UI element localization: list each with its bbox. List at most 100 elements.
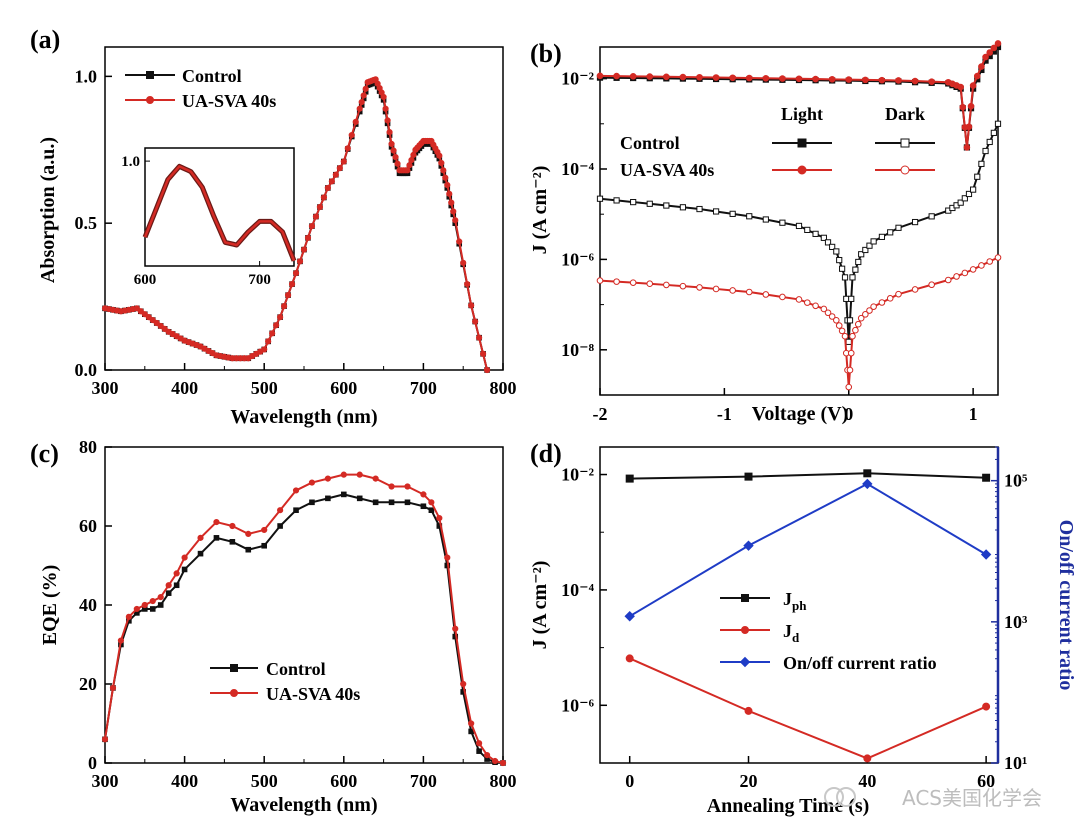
panel-d-legend-marker (739, 656, 751, 668)
panel-a-point (450, 208, 457, 215)
panel-a-point (384, 117, 391, 124)
panel-b-point (845, 76, 853, 83)
watermark-logo-ring (836, 787, 856, 807)
panel-a-point (472, 318, 479, 325)
panel-c-legend-marker (230, 664, 238, 672)
panel-c-ytick-label: 60 (79, 516, 97, 536)
panel-d-point (862, 478, 873, 490)
panel-b-point (679, 282, 687, 290)
panel-a-point (408, 156, 415, 164)
panel-a-point (308, 223, 316, 230)
panel-b-legend-marker (900, 165, 910, 175)
panel-c-point (372, 499, 379, 506)
panel-c-point (277, 523, 283, 529)
panel-b-point (990, 129, 997, 136)
panel-b-point (812, 230, 819, 237)
panel-b-legend-control: Control (620, 133, 680, 153)
panel-c-point (325, 495, 331, 502)
panel-b-point (967, 102, 975, 110)
panel-b-point (965, 190, 973, 198)
panel-b-point (862, 76, 869, 84)
panel-d-series-line-0 (629, 472, 987, 480)
panel-c-xtick-label: 800 (490, 771, 517, 791)
panel-b-point (994, 120, 1002, 127)
panel-b-point (613, 278, 620, 285)
panel-a-absorption-chart: (a) Wavelength (nm) Absorption (a.u.) Co… (30, 25, 517, 428)
panel-a-label: (a) (30, 25, 60, 54)
panel-b-point (663, 281, 670, 289)
panel-a-point (292, 270, 300, 277)
panel-b-point (828, 313, 836, 320)
panel-b-point (895, 224, 902, 231)
panel-b-point (762, 74, 770, 82)
panel-a-point (464, 281, 471, 288)
panel-c-point (476, 740, 483, 747)
panel-a-point (404, 167, 411, 174)
panel-b-point (990, 44, 998, 52)
panel-b-point (911, 286, 919, 293)
panel-d-xtick-label: 20 (740, 771, 758, 791)
panel-b-point (833, 248, 840, 255)
panel-a-point (304, 234, 312, 241)
panel-b-point (974, 173, 981, 180)
panel-b-point (849, 332, 856, 340)
panel-b-ytick-label: 10⁻⁴ (561, 159, 595, 179)
panel-b-point (835, 322, 843, 329)
watermark-text: ACS美国化学会 (902, 786, 1042, 810)
panel-d-xtick-label: 0 (625, 771, 634, 791)
panel-c-point (173, 570, 180, 577)
panel-d-point (863, 469, 872, 478)
panel-b-point (820, 305, 828, 313)
panel-b-point (841, 274, 849, 281)
panel-a-point (300, 246, 308, 253)
panel-b-point (886, 295, 894, 302)
panel-a-point (340, 158, 347, 165)
panel-a-point (386, 129, 393, 136)
panel-b-point (852, 326, 859, 334)
panel-c-point (165, 582, 172, 589)
panel-a-point (277, 314, 284, 321)
panel-a-point (265, 338, 272, 345)
panel-b-xtick-label: 1 (969, 404, 978, 424)
panel-a-ytick-label: 1.0 (75, 66, 98, 86)
panel-a-point (145, 314, 152, 321)
panel-a-point (133, 305, 140, 312)
panel-a-point (456, 238, 463, 245)
panel-b-xtick-label: 0 (844, 404, 853, 424)
panel-c-xtick-label: 500 (251, 771, 278, 791)
panel-b-point (838, 327, 846, 335)
panel-d-legend-marker (741, 626, 749, 634)
panel-b-point (982, 53, 989, 61)
panel-c-legend-ua: UA-SVA 40s (266, 684, 360, 704)
panel-b-point (928, 213, 935, 220)
panel-c-point (181, 566, 188, 573)
panel-c-point (261, 542, 267, 549)
panel-b-point (862, 311, 869, 318)
panel-a-point (468, 302, 475, 309)
panel-a-point (137, 308, 144, 315)
panel-b-point (729, 287, 736, 294)
panel-b-point (969, 82, 977, 89)
panel-b-point (846, 366, 854, 374)
panel-a-inset-xtick-label: 600 (134, 272, 157, 288)
panel-d-point (625, 474, 634, 483)
panel-b-point (878, 299, 886, 306)
panel-c-point (213, 518, 220, 526)
panel-b-label: (b) (530, 39, 562, 68)
panel-d-ytick-label: 10⁻⁶ (561, 695, 595, 715)
panel-b-point (812, 75, 819, 83)
panel-a-xtick-label: 700 (410, 378, 437, 398)
panel-b-point (953, 273, 960, 280)
panel-b-legend-marker (797, 138, 807, 148)
panel-d-point (982, 473, 991, 482)
panel-c-point (181, 554, 188, 561)
panel-a-xtick-label: 500 (251, 378, 278, 398)
panel-b-point (845, 383, 853, 391)
panel-d-point (625, 654, 634, 663)
panel-b-point (779, 75, 786, 82)
panel-b-point (829, 243, 836, 251)
panel-b-legend-marker (900, 138, 910, 148)
panel-b-point (596, 195, 604, 202)
panel-c-ytick-label: 0 (88, 753, 97, 773)
panel-c-point (277, 507, 284, 514)
